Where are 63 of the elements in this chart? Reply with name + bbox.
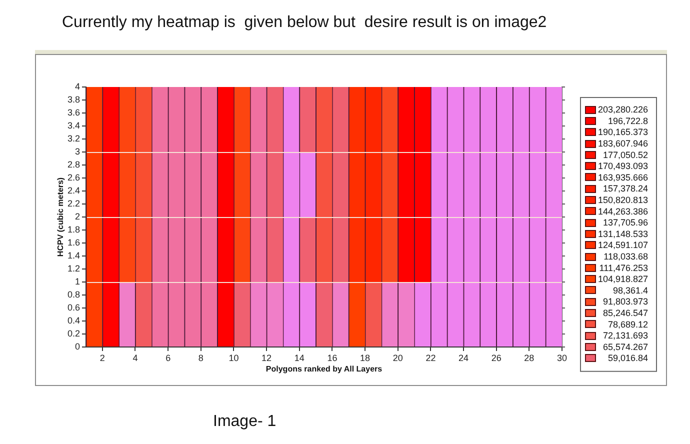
y-tick-label: 2.2 (67, 198, 80, 208)
y-tick-label: 3.2 (67, 133, 80, 144)
legend-label: 177,050.52 (602, 150, 648, 160)
x-tick-label: 12 (262, 352, 272, 363)
x-tick-label: 20 (392, 352, 403, 363)
y-tick-label: 0.8 (67, 289, 80, 300)
x-tick-label: 30 (556, 352, 568, 363)
x-tick-label: 4 (132, 352, 138, 363)
x-tick-label: 10 (228, 352, 239, 363)
y-tick-label: 1.2 (67, 263, 80, 274)
x-tick-label: 2 (100, 352, 105, 363)
y-tick-label: 3.6 (67, 107, 80, 118)
x-tick-label: 22 (426, 352, 436, 363)
y-tick-label: 1 (74, 276, 80, 286)
legend-label: 98,361.4 (612, 285, 648, 296)
x-axis-title: Polygons ranked by All Layers (266, 364, 383, 374)
legend-label: 137,705.96 (602, 218, 648, 228)
y-tick-label: 3 (74, 146, 80, 156)
x-tick-label: 24 (458, 352, 469, 363)
y-tick-label: 2 (74, 211, 80, 222)
y-tick-label: 3.8 (67, 94, 80, 104)
legend-label: 163,935.666 (598, 172, 648, 182)
x-tick-label: 14 (294, 352, 304, 363)
y-axis-title: HCPV (cubic meters) (56, 177, 66, 257)
y-tick-label: 2.4 (67, 185, 80, 196)
y-tick-label: 0 (74, 341, 80, 352)
legend-label: 131,148.533 (598, 228, 648, 239)
text: Image- 1 (213, 412, 276, 431)
legend-label: 111,476.253 (599, 262, 648, 273)
y-tick-label: 1.8 (67, 224, 80, 234)
y-tick-label: 2.8 (67, 159, 80, 170)
x-tick-label: 16 (327, 352, 338, 363)
legend-label: 91,803.973 (602, 296, 648, 307)
legend-label: 196,722.8 (608, 116, 648, 126)
y-tick-label: 1.4 (67, 250, 80, 260)
x-tick-label: 28 (524, 352, 534, 363)
y-tick-label: 0.2 (67, 328, 80, 338)
legend-label: 65,574.267 (602, 342, 648, 352)
x-tick-label: 26 (491, 352, 502, 363)
legend-label: 183,607.946 (598, 138, 648, 149)
y-tick-label: 1.6 (67, 237, 80, 248)
x-tick-label: 18 (360, 352, 370, 363)
legend-label: 190,165.373 (598, 127, 648, 138)
legend-label: 170,493.093 (598, 161, 648, 172)
legend-label: 118,033.68 (604, 252, 648, 262)
y-tick-label: 3.4 (67, 120, 80, 130)
y-tick-label: 0.6 (67, 302, 80, 312)
legend-label: 104,918.827 (598, 274, 648, 284)
legend-label: 203,280.226 (598, 104, 648, 115)
x-tick-label: 6 (166, 352, 171, 363)
y-tick-label: 4 (74, 81, 80, 92)
legend-label: 157,378.24 (602, 184, 648, 194)
legend-label: 150,820.813 (598, 195, 648, 206)
chart-title: Currently my heatmap is given below but desire result is on image2 (62, 13, 547, 32)
legend-label: 144,263.386 (598, 206, 648, 216)
legend-label: 78,689.12 (608, 319, 648, 330)
y-tick-label: 0.4 (67, 315, 80, 326)
legend-label: 59,016.84 (608, 353, 648, 364)
legend-label: 124,591.107 (598, 240, 648, 250)
y-tick-label: 2.6 (67, 172, 80, 182)
legend-label: 85,246.547 (602, 308, 648, 318)
x-tick-label: 8 (198, 352, 204, 363)
legend-label: 72,131.693 (602, 330, 648, 341)
